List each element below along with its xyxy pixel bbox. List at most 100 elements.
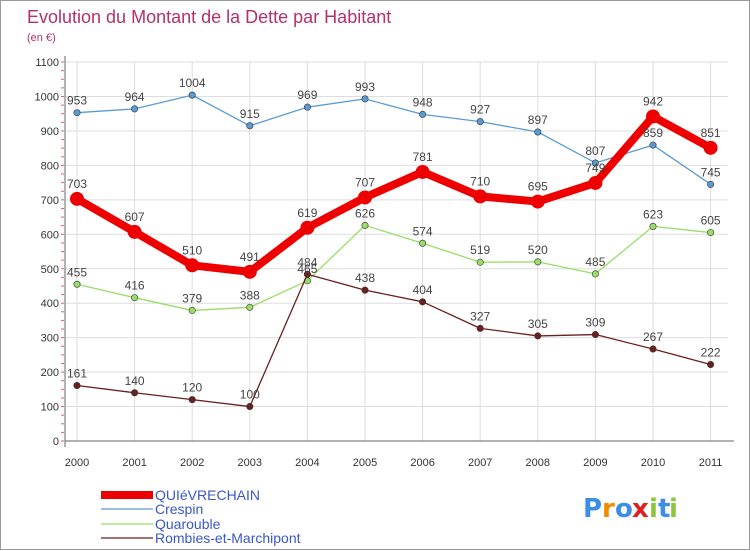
series-point (476, 258, 484, 266)
series-point (73, 109, 81, 117)
series-point (591, 331, 599, 339)
series-point (476, 324, 484, 332)
data-label: 807 (585, 144, 605, 158)
data-label: 607 (125, 210, 145, 224)
data-label: 623 (643, 207, 663, 221)
logo-letter: i (669, 494, 678, 524)
x-tick-label: 2001 (122, 457, 146, 469)
x-tick-label: 2008 (526, 457, 550, 469)
logo-letter: P (583, 494, 602, 524)
series-point (707, 229, 715, 237)
data-label: 327 (470, 309, 490, 323)
x-tick-label: 2011 (699, 457, 723, 469)
data-label: 619 (297, 206, 317, 220)
data-label: 305 (528, 317, 548, 331)
legend: QUIéVRECHAINCrespinQuaroubleRombies-et-M… (101, 487, 301, 546)
x-tick-label: 2007 (468, 457, 492, 469)
series-point (246, 122, 254, 130)
series-line (76, 94, 711, 185)
series-point (534, 258, 542, 266)
series-point (358, 190, 372, 205)
series-point (188, 306, 196, 314)
chart-title: Evolution du Montant de la Dette par Hab… (27, 7, 391, 27)
data-label: 626 (355, 206, 375, 220)
y-tick-label: 400 (41, 298, 59, 310)
series-point (361, 221, 369, 229)
y-tick-label: 900 (41, 126, 59, 138)
data-label: 859 (643, 126, 663, 140)
data-label: 510 (182, 243, 202, 257)
data-label: 749 (585, 161, 605, 175)
series-point (131, 294, 139, 302)
series-line (76, 224, 711, 312)
series-point (300, 220, 315, 235)
series-point (303, 270, 311, 278)
y-tick-label: 800 (41, 160, 59, 172)
series-point (242, 264, 257, 279)
x-tick-label: 2010 (641, 457, 665, 469)
data-label: 707 (355, 175, 375, 189)
data-labels: 953 964 1004 915 969 993 948 927 897 807 859 745 455… (67, 76, 721, 401)
data-label: 953 (67, 94, 87, 108)
data-label: 267 (643, 330, 663, 344)
series-point (649, 222, 657, 230)
y-tick-label: 1100 (35, 57, 59, 69)
data-label: 484 (297, 255, 317, 269)
x-tick-label: 2000 (65, 457, 89, 469)
data-label: 1004 (179, 76, 206, 90)
series-point (127, 224, 142, 239)
series-point (476, 118, 484, 126)
data-label: 100 (240, 388, 260, 402)
series-point (534, 128, 542, 136)
series-line (76, 273, 711, 408)
data-label: 915 (240, 107, 260, 121)
data-label: 781 (413, 150, 433, 164)
series-point (591, 270, 599, 278)
legend-label: Rombies-et-Marchipont (155, 530, 301, 546)
y-tick-label: 600 (41, 229, 59, 241)
chart-subtitle: (en €) (27, 32, 56, 44)
data-label: 438 (355, 271, 375, 285)
data-label: 379 (182, 291, 202, 305)
legend-label: Crespin (155, 501, 203, 517)
data-label: 605 (701, 214, 721, 228)
y-tick-label: 500 (41, 264, 59, 276)
data-label: 491 (240, 250, 260, 264)
data-label: 993 (355, 80, 375, 94)
x-tick-label: 2003 (238, 457, 262, 469)
series-point (188, 396, 196, 404)
legend-label: QUIéVRECHAIN (155, 487, 260, 503)
data-label: 710 (470, 174, 490, 188)
y-tick-label: 0 (53, 436, 59, 448)
data-label: 942 (643, 94, 663, 108)
series-point (246, 303, 254, 311)
series-point (707, 361, 715, 369)
logo-letter: o (615, 494, 633, 524)
data-label: 969 (297, 88, 317, 102)
series-line (75, 112, 713, 276)
data-label: 745 (701, 165, 721, 179)
series-point (473, 189, 488, 204)
data-label: 222 (701, 346, 721, 360)
data-label: 455 (67, 265, 87, 279)
y-tick-label: 700 (41, 195, 59, 207)
series-point (131, 105, 139, 113)
series-point (246, 403, 254, 411)
y-tick-label: 1000 (35, 92, 59, 104)
series-point (419, 239, 427, 247)
series-point (361, 95, 369, 103)
data-label: 948 (413, 95, 433, 109)
logo-letter: t (658, 494, 670, 524)
y-tick-label: 200 (41, 367, 59, 379)
data-label: 519 (470, 243, 490, 257)
x-tick-label: 2009 (583, 457, 607, 469)
series-point (703, 140, 718, 155)
series-point (707, 180, 715, 188)
data-label: 703 (67, 177, 87, 191)
x-tick-label: 2002 (180, 457, 204, 469)
logo-letter: r (602, 494, 615, 524)
series-point (649, 141, 657, 149)
series-point (534, 332, 542, 340)
